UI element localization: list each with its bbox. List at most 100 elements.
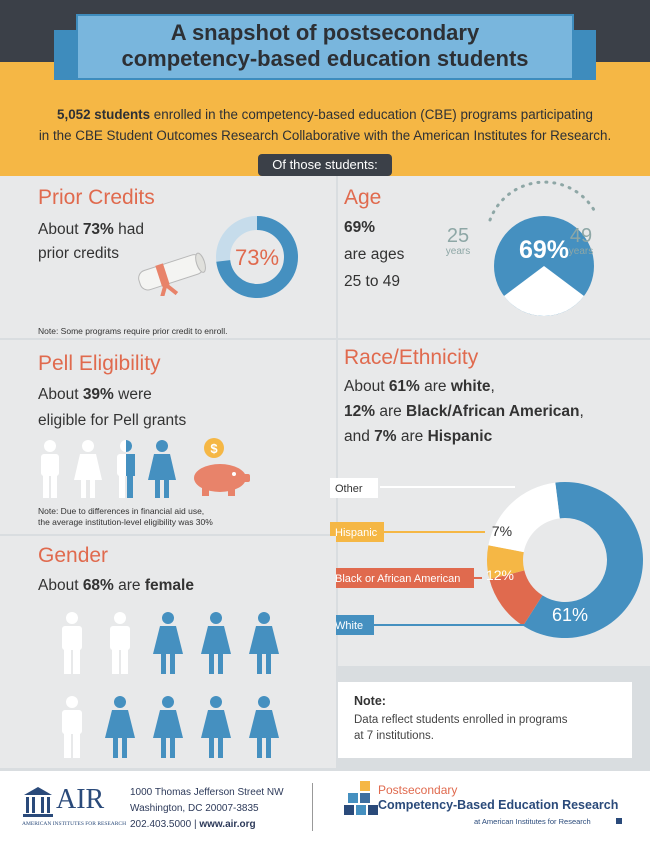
pell-note-2: the average institution-level eligibilit…	[38, 517, 213, 527]
air-building-icon	[23, 787, 53, 817]
female-icon	[105, 696, 135, 758]
male-icon	[110, 612, 130, 674]
brand-line-1: Postsecondary	[378, 783, 458, 797]
person-half-icon	[117, 440, 135, 498]
gender-heading: Gender	[38, 544, 109, 567]
footer-separator	[312, 783, 313, 831]
age-right-number: 49	[570, 225, 592, 247]
female-icon	[249, 612, 279, 674]
black-segment	[489, 570, 543, 626]
footer-address: 1000 Thomas Jefferson Street NW Washingt…	[130, 785, 284, 833]
age-text: 69% are ages 25 to 49	[344, 214, 404, 295]
pell-post: were	[113, 386, 152, 403]
pell-note: Note: Due to differences in financial ai…	[38, 506, 213, 528]
prior-credits-note: Note: Some programs require prior credit…	[38, 326, 228, 336]
title-ribbon: A snapshot of postsecondary competency-b…	[54, 14, 596, 84]
white-label: White	[335, 620, 363, 632]
pell-value: 39%	[82, 386, 114, 403]
age-dotted-arc	[488, 180, 596, 222]
prior-credits-donut: 73%	[216, 216, 298, 298]
black-label: Black or African American	[335, 573, 460, 585]
gender-text: About 68% are female	[38, 574, 194, 598]
age-right-unit: years	[569, 246, 593, 257]
phone-number: 202.403.5000	[130, 819, 192, 830]
male-icon	[62, 612, 82, 674]
pell-pre: About	[38, 386, 83, 403]
race-heading: Race/Ethnicity	[344, 346, 479, 369]
gender-word: female	[144, 577, 194, 594]
title-line-2: competency-based education students	[121, 46, 529, 71]
race-l1-post: ,	[490, 378, 495, 395]
note-box-line-1: Data reflect students enrolled in progra…	[354, 714, 568, 726]
age-panel: Age 69% are ages 25 to 49 69% 25 years 4…	[338, 176, 650, 338]
gender-value: 68%	[82, 577, 114, 594]
prior-credits-panel: Prior Credits About 73% had prior credit…	[0, 176, 336, 338]
age-heading: Age	[344, 186, 382, 209]
male-icon	[62, 696, 82, 758]
race-l3-word: Hispanic	[427, 428, 493, 445]
race-donut-chart: Other Hispanic Black or African American…	[330, 478, 643, 638]
hispanic-pct: 7%	[492, 523, 512, 539]
age-pie-white	[504, 266, 584, 316]
female-icon	[153, 612, 183, 674]
ribbon-box	[76, 14, 574, 80]
piggy-bank-icon: $	[194, 438, 250, 496]
hispanic-label: Hispanic	[335, 527, 378, 539]
age-left-number: 25	[447, 225, 469, 247]
title-line-1: A snapshot of postsecondary	[170, 20, 480, 45]
note-box-text: Data reflect students enrolled in progra…	[354, 712, 568, 744]
intro-line-1: enrolled in the competency-based educati…	[150, 107, 593, 122]
race-l3-mid: are	[396, 428, 428, 445]
race-l2-post: ,	[579, 403, 584, 420]
race-l3-val: 7%	[374, 428, 397, 445]
race-l3-pre: and	[344, 428, 375, 445]
intro-line-2: in the CBE Student Outcomes Research Col…	[38, 128, 612, 143]
other-segment	[488, 482, 560, 553]
person-female-icon	[74, 440, 102, 498]
race-l1-word: white	[450, 378, 491, 395]
age-pie-chart: 69% 25 years 49 years	[446, 180, 596, 316]
brand-square	[616, 818, 622, 824]
donut-arc	[216, 216, 298, 298]
gender-mid: are	[113, 577, 145, 594]
prior-credits-text: About 73% had prior credits	[38, 218, 144, 266]
other-label-box	[330, 478, 378, 498]
white-label-box	[330, 615, 374, 635]
student-count: 5,052 students	[57, 107, 151, 122]
age-pie-label: 69%	[519, 236, 569, 264]
black-pct: 12%	[486, 567, 514, 583]
female-icon	[249, 696, 279, 758]
gender-panel: Gender About 68% are female	[0, 536, 336, 768]
air-logo[interactable]: AIR	[56, 784, 105, 815]
cbe-research-logo-icon	[344, 781, 378, 815]
website-link[interactable]: www.air.org	[199, 819, 256, 830]
prior-credits-donut-label: 73%	[235, 245, 279, 270]
black-label-box	[330, 568, 474, 588]
female-icon	[201, 612, 231, 674]
pell-line-2: eligible for Pell grants	[38, 412, 187, 429]
race-l1-pre: About	[344, 378, 389, 395]
address-line-1: 1000 Thomas Jefferson Street NW	[130, 787, 284, 798]
prior-credits-heading: Prior Credits	[38, 186, 155, 209]
pell-panel: Pell Eligibility About 39% were eligible…	[0, 340, 336, 534]
hispanic-label-box	[330, 522, 384, 542]
pell-note-1: Note: Due to differences in financial ai…	[38, 506, 205, 516]
gender-pre: About	[38, 577, 83, 594]
prior-credits-value: 73%	[82, 221, 114, 238]
age-line-3: 25 to 49	[344, 273, 401, 290]
note-box-heading: Note:	[354, 694, 386, 708]
race-l1-mid: are	[419, 378, 451, 395]
race-donut	[487, 482, 643, 638]
race-l2-word: Black/African American	[406, 403, 580, 420]
female-icon	[153, 696, 183, 758]
coin-icon	[204, 438, 224, 458]
pell-text: About 39% were eligible for Pell grants	[38, 382, 186, 434]
hispanic-segment	[487, 545, 525, 580]
prior-credits-line-2: prior credits	[38, 245, 119, 262]
race-text: About 61% are white, 12% are Black/Afric…	[344, 374, 584, 449]
pell-people-icons	[41, 440, 176, 498]
note-box: Note: Data reflect students enrolled in …	[338, 682, 632, 758]
prior-credits-post: had	[113, 221, 145, 238]
female-icon	[201, 696, 231, 758]
age-left-unit: years	[446, 246, 470, 257]
